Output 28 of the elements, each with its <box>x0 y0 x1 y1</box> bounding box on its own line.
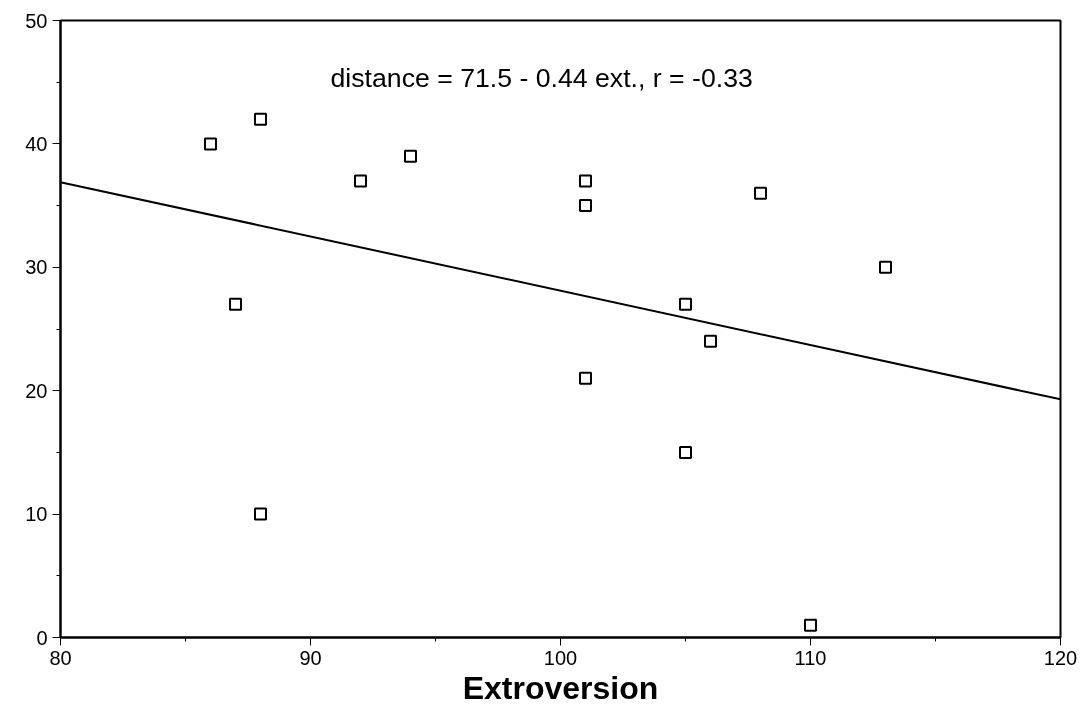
point <box>229 297 242 311</box>
point <box>704 334 717 348</box>
annotation: distance = 71.5 - 0.44 ext., r = -0.33 <box>330 62 753 93</box>
y-tick-label: 50 <box>25 9 48 32</box>
point <box>204 137 217 151</box>
x-tick-label: 120 <box>1043 646 1078 669</box>
point <box>254 112 267 126</box>
point <box>254 507 267 521</box>
x-tick-label: 100 <box>543 646 578 669</box>
y-tick-label: 0 <box>36 626 48 649</box>
point <box>879 260 892 274</box>
point <box>354 174 367 188</box>
point <box>404 149 417 163</box>
y-tick-label: 40 <box>25 132 48 155</box>
y-tick-label: 10 <box>25 503 48 526</box>
x-tick-label: 110 <box>794 646 827 669</box>
x-tick-label: 80 <box>49 646 72 669</box>
point <box>679 445 692 459</box>
point <box>804 618 817 632</box>
y-tick-label: 20 <box>25 379 48 402</box>
point <box>579 371 592 385</box>
x-axis-title: Extroversion <box>462 669 659 706</box>
x-tick-label: 90 <box>299 646 322 669</box>
point <box>754 186 767 200</box>
point <box>579 174 592 188</box>
point <box>679 297 692 311</box>
y-tick-label: 30 <box>25 256 48 279</box>
point <box>579 199 592 213</box>
